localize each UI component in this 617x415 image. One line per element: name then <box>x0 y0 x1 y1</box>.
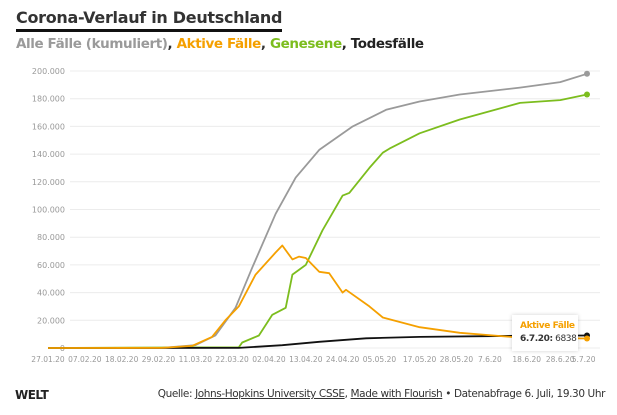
legend-separator: , <box>260 36 270 52</box>
series-line <box>47 72 588 349</box>
tooltip-value: 6.7.20: 6838 <box>520 334 578 344</box>
y-tick-label: 100.000 <box>32 206 65 215</box>
x-tick-label: 7.6.20 <box>478 355 502 364</box>
source-line: Quelle: Johns-Hopkins University CSSE, M… <box>157 388 606 400</box>
y-tick-label: 160.000 <box>32 122 65 131</box>
legend-deaths: , Todesfälle <box>341 36 424 52</box>
y-tick-label: 120.000 <box>32 178 65 187</box>
y-tick-label: 200.000 <box>32 67 65 76</box>
source-suffix: • Datenabfrage 6. Juli, 19.30 Uhr <box>442 388 605 400</box>
x-tick-label: 11.03.20 <box>179 355 213 364</box>
x-tick-label: 28.6.20 <box>546 355 575 364</box>
x-tick-label: 18.02.20 <box>105 355 139 364</box>
y-tick-label: 60.000 <box>37 261 65 270</box>
x-tick-label: 18.6.20 <box>512 355 541 364</box>
x-tick-label: 24.04.20 <box>326 355 360 364</box>
x-tick-label: 27.01.20 <box>31 355 65 364</box>
series-end-dot <box>584 335 590 342</box>
legend-recovered: Genesene <box>269 36 342 52</box>
tooltip: Aktive Fälle 6.7.20: 6838 <box>512 315 578 351</box>
y-tick-label: 20.000 <box>37 316 65 325</box>
source-prefix: Quelle: <box>157 388 196 400</box>
series-line <box>47 93 588 349</box>
x-tick-label: 28.05.20 <box>440 355 474 364</box>
y-tick-label: 140.000 <box>32 150 65 159</box>
x-tick-label: 02.04.20 <box>252 355 286 364</box>
legend-active-cases: Aktive Fälle <box>176 36 262 52</box>
series-end-dot <box>584 91 590 98</box>
legend-all-cases: Alle Fälle (kumuliert) <box>16 36 168 52</box>
tooltip-title: Aktive Fälle <box>520 321 575 331</box>
y-tick-label: 80.000 <box>37 233 65 242</box>
chart-title: Corona-Verlauf in Deutschland <box>16 8 282 32</box>
x-tick-label: 07.02.20 <box>68 355 102 364</box>
y-tick-label: 40.000 <box>37 289 65 298</box>
x-tick-label: 17.05.20 <box>403 355 437 364</box>
x-tick-label: 29.02.20 <box>142 355 176 364</box>
x-tick-label: 13.04.20 <box>289 355 323 364</box>
series-end-dot <box>584 70 590 77</box>
flourish-link[interactable]: Made with Flourish <box>350 388 443 400</box>
legend-separator: , <box>167 36 177 52</box>
x-tick-label: 05.05.20 <box>363 355 397 364</box>
tooltip-date: 6.7.20: <box>520 334 553 344</box>
x-tick-label: 22.03.20 <box>215 355 249 364</box>
chart-subtitle: Alle Fälle (kumuliert), Aktive Fälle, Ge… <box>16 36 424 52</box>
series-line <box>47 244 588 349</box>
y-tick-label: 180.000 <box>32 95 65 104</box>
x-tick-label: 5.7.20 <box>572 355 596 364</box>
tooltip-number: 6838 <box>555 334 577 344</box>
jhu-link[interactable]: Johns-Hopkins University CSSE <box>195 388 345 400</box>
source-separator: , <box>344 388 351 400</box>
welt-logo: WELT <box>15 388 49 402</box>
